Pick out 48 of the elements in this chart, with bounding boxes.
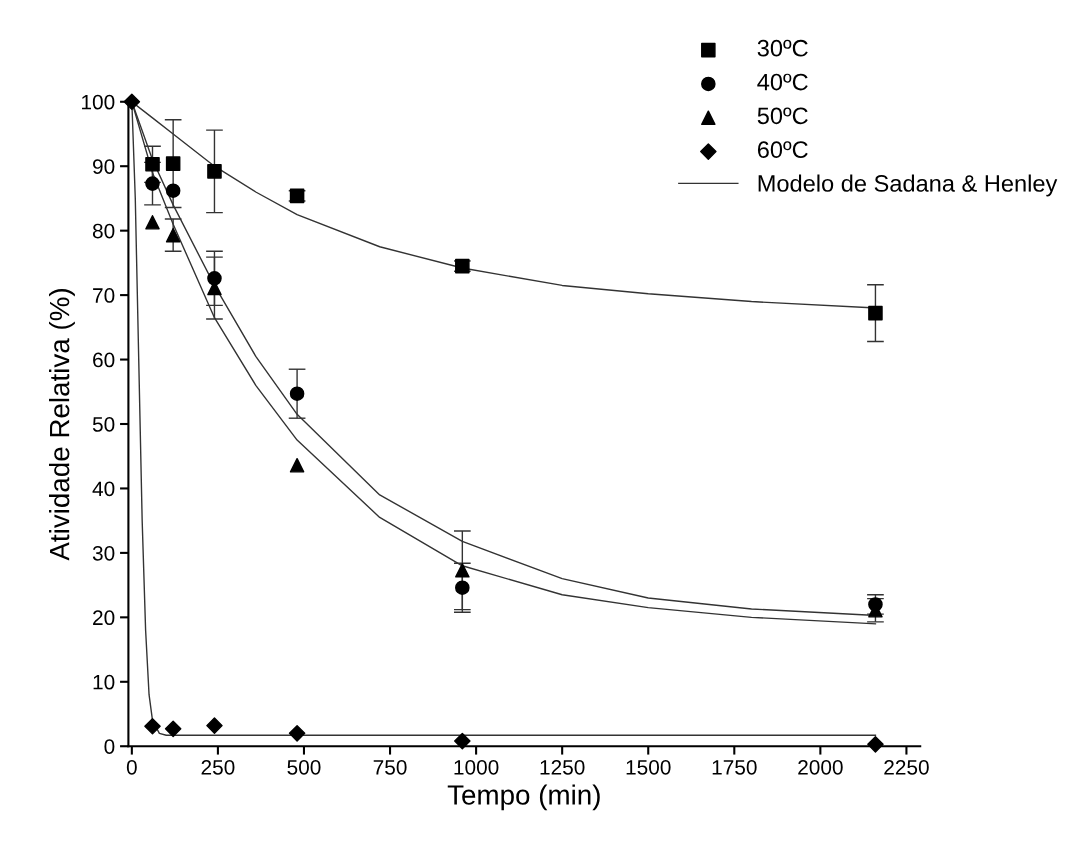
point (206, 717, 223, 734)
point (455, 580, 470, 595)
point (455, 563, 470, 578)
point (145, 156, 160, 172)
y-axis-title: Atividade Relativa (%) (49, 289, 75, 561)
point (454, 732, 471, 750)
x-tick-label: 1250 (540, 759, 585, 775)
x-tick-label: 1500 (626, 759, 671, 775)
point (288, 725, 306, 742)
point (289, 457, 305, 473)
x-tick-label: 1750 (712, 759, 757, 775)
legend-label: 40ºC (757, 73, 808, 91)
y-tick-label: 50 (92, 417, 115, 432)
legend-label: 60ºC (757, 141, 808, 159)
y-tick-label: 80 (92, 223, 115, 239)
point (868, 305, 883, 321)
point (165, 227, 181, 243)
y-tick-label: 60 (93, 352, 115, 368)
x-tick-label: 500 (287, 759, 321, 775)
x-tick-label: 0 (126, 759, 137, 775)
point (164, 720, 182, 738)
point (165, 156, 181, 171)
y-tick-label: 10 (93, 674, 115, 690)
y-tick-label: 0 (104, 739, 115, 754)
point (144, 717, 161, 735)
point (145, 214, 160, 230)
point (207, 271, 222, 286)
y-tick-label: 90 (93, 159, 115, 174)
point (165, 183, 181, 198)
x-tick-label: 750 (373, 759, 407, 775)
y-tick-label: 20 (93, 610, 115, 626)
x-tick-label: 250 (201, 759, 235, 775)
point (145, 176, 160, 191)
y-tick-label: 30 (92, 545, 115, 561)
point (867, 736, 884, 753)
y-tick-label: 100 (82, 94, 115, 110)
point (289, 386, 305, 401)
x-tick-label: 2000 (798, 759, 843, 775)
x-tick-label: 2250 (884, 759, 929, 775)
legend-label: Modelo de Sadana & Henley (758, 174, 1058, 197)
point (207, 164, 222, 179)
point (123, 93, 141, 111)
legend-label: 30ºC (757, 39, 808, 57)
x-tick-label: 1000 (454, 759, 499, 775)
x-axis-title: Tempo (min) (447, 784, 600, 811)
y-tick-label: 40 (92, 481, 115, 497)
legend-label: 50ºC (757, 107, 808, 125)
y-tick-label: 70 (93, 288, 115, 303)
